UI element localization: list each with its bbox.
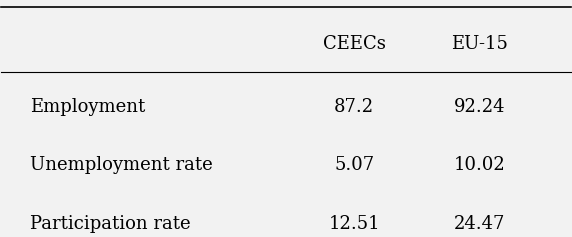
Text: 87.2: 87.2 [334,98,374,116]
Text: EU-15: EU-15 [451,35,508,53]
Text: 5.07: 5.07 [334,156,374,174]
Text: Participation rate: Participation rate [30,215,190,233]
Text: Unemployment rate: Unemployment rate [30,156,213,174]
Text: 12.51: 12.51 [328,215,380,233]
Text: 92.24: 92.24 [454,98,505,116]
Text: 24.47: 24.47 [454,215,505,233]
Text: 10.02: 10.02 [454,156,506,174]
Text: Employment: Employment [30,98,145,116]
Text: CEECs: CEECs [323,35,386,53]
